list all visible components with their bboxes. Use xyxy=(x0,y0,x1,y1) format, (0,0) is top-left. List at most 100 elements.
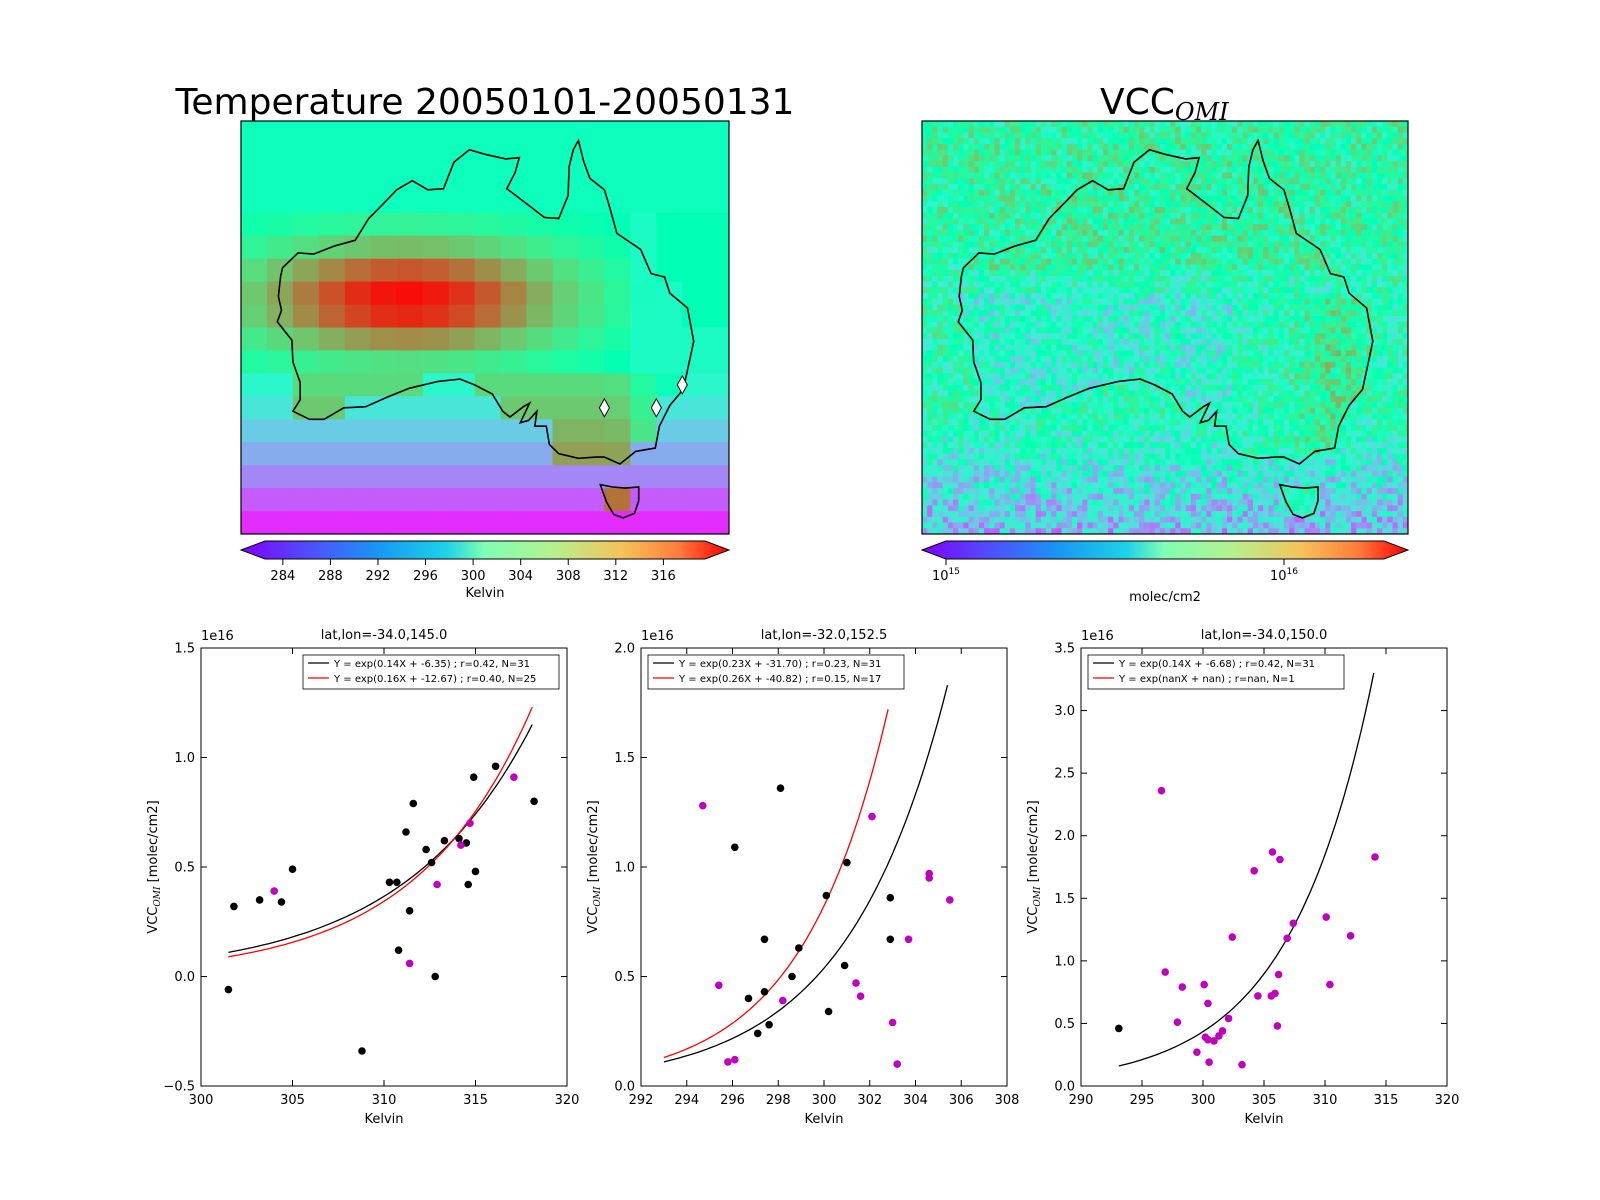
vcc-cell xyxy=(1201,241,1207,248)
vcc-cell xyxy=(994,310,1000,317)
vcc-cell xyxy=(1159,258,1166,265)
vcc-cell xyxy=(927,316,933,323)
vcc-cell xyxy=(947,207,954,214)
vcc-cell xyxy=(1196,287,1202,294)
temperature-cell xyxy=(241,304,268,329)
vcc-cell xyxy=(1128,493,1135,500)
vcc-cell xyxy=(1190,448,1197,455)
vcc-cell xyxy=(937,505,944,512)
vcc-cell xyxy=(994,367,1000,374)
vcc-cell xyxy=(1196,488,1202,495)
vcc-cell xyxy=(1201,367,1207,374)
vcc-cell xyxy=(1227,448,1233,455)
vcc-cell xyxy=(984,132,990,139)
vcc-cell xyxy=(1103,270,1109,277)
vcc-cell xyxy=(1025,172,1031,179)
vcc-cell xyxy=(1082,379,1088,386)
vcc-cell xyxy=(1247,258,1254,265)
vcc-cell xyxy=(1092,184,1099,191)
temperature-cell xyxy=(241,465,268,489)
vcc-cell xyxy=(927,304,933,311)
vcc-cell xyxy=(1025,224,1031,231)
vcc-cell xyxy=(1071,195,1078,202)
vcc-cell xyxy=(968,367,975,374)
vcc-cell xyxy=(1232,321,1238,328)
vcc-cell xyxy=(1206,448,1212,455)
vcc-cell xyxy=(1046,218,1052,225)
vcc-cell xyxy=(937,442,944,449)
vcc-cell xyxy=(1108,241,1114,248)
vcc-cell xyxy=(1077,138,1083,145)
vcc-cell xyxy=(994,333,1000,340)
vcc-cell xyxy=(1082,143,1088,151)
temperature-cell xyxy=(526,327,554,351)
vcc-cell xyxy=(1087,149,1093,156)
vcc-cell xyxy=(973,201,980,208)
temperature-cell xyxy=(448,327,476,351)
vcc-cell xyxy=(927,482,933,489)
vcc-cell xyxy=(1082,293,1088,300)
vcc-cell xyxy=(1082,442,1088,449)
temperature-cell xyxy=(474,350,502,374)
vcc-cell xyxy=(1009,442,1016,449)
vcc-cell xyxy=(1206,436,1212,443)
vcc-cell xyxy=(968,339,975,346)
vcc-cell xyxy=(1046,298,1052,305)
vcc-cell xyxy=(1108,379,1114,386)
vcc-cell xyxy=(922,241,928,248)
vcc-cell xyxy=(1134,132,1140,139)
vcc-cell xyxy=(1035,126,1042,133)
vcc-cell xyxy=(1092,361,1099,369)
vcc-cell xyxy=(994,396,1000,403)
vcc-cell xyxy=(1108,138,1114,145)
vcc-cell xyxy=(1056,528,1062,534)
vcc-cell xyxy=(1180,310,1187,317)
vcc-cell xyxy=(1051,459,1057,466)
vcc-cell xyxy=(1097,275,1104,283)
vcc-cell xyxy=(937,298,944,305)
vcc-cell xyxy=(1154,516,1161,523)
vcc-cell xyxy=(1123,189,1130,196)
vcc-cell xyxy=(1077,413,1083,420)
vcc-cell xyxy=(1139,476,1145,483)
vcc-cell xyxy=(1232,361,1238,369)
vcc-cell xyxy=(1211,178,1218,185)
vcc-cell xyxy=(1196,522,1202,529)
vcc-cell xyxy=(1216,281,1223,288)
vcc-cell xyxy=(1082,396,1088,403)
vcc-cell xyxy=(932,247,938,254)
temperature-cell xyxy=(630,419,657,443)
vcc-cell xyxy=(1025,155,1031,162)
vcc-cell xyxy=(1180,505,1187,512)
vcc-cell xyxy=(1103,310,1109,317)
vcc-cell xyxy=(1180,287,1187,294)
temperature-cell xyxy=(344,442,372,466)
vcc-cell xyxy=(1113,224,1119,231)
vcc-cell xyxy=(1206,235,1212,242)
temperature-cell xyxy=(604,304,631,329)
vcc-cell xyxy=(947,373,954,380)
vcc-cell xyxy=(1108,511,1114,518)
vcc-cell xyxy=(1149,499,1156,506)
vcc-cell xyxy=(1108,258,1114,265)
vcc-cell xyxy=(953,436,959,443)
vcc-cell xyxy=(1175,184,1181,191)
vcc-cell xyxy=(1201,218,1207,225)
vcc-cell xyxy=(1211,425,1218,432)
vcc-cell xyxy=(1046,528,1052,534)
vcc-cell xyxy=(947,442,954,449)
vcc-cell xyxy=(1040,350,1047,357)
vcc-cell xyxy=(1180,436,1187,443)
vcc-cell xyxy=(1040,293,1047,300)
vcc-cell xyxy=(1149,339,1156,346)
vcc-cell xyxy=(1144,413,1150,420)
vcc-cell xyxy=(1056,241,1062,248)
vcc-cell xyxy=(922,207,928,214)
vcc-cell xyxy=(1227,493,1233,500)
vcc-cell xyxy=(1165,465,1171,472)
vcc-cell xyxy=(1159,356,1166,363)
vcc-cell xyxy=(1211,132,1218,139)
vcc-cell xyxy=(1113,488,1119,495)
vcc-cell xyxy=(1159,247,1166,254)
vcc-cell xyxy=(1071,384,1078,392)
